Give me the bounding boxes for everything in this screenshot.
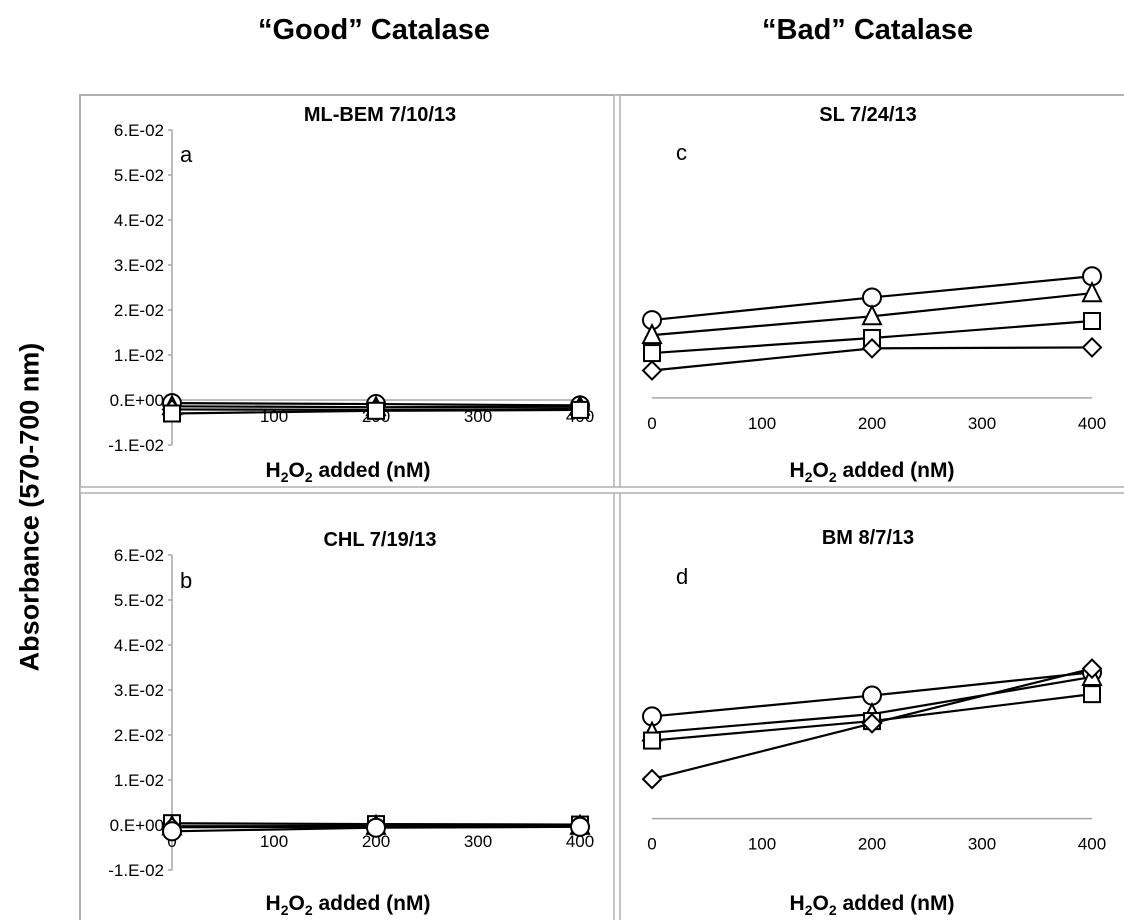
square-marker: [163, 404, 181, 423]
diamond-marker: [641, 360, 663, 381]
circle-marker: [570, 816, 590, 837]
x-axis-label-part: 2: [805, 469, 813, 485]
diamond-marker: [861, 712, 883, 734]
x-tick-label: 300: [968, 414, 996, 433]
square-marker: [643, 731, 661, 750]
panel-letter: b: [180, 568, 192, 593]
x-axis-label-part: 2: [305, 902, 313, 918]
x-tick-label: 400: [1078, 835, 1106, 854]
triangle-marker: [861, 304, 883, 326]
y-tick-label: 1.E-02: [114, 771, 164, 790]
x-axis-label-part: 2: [805, 902, 813, 918]
x-axis-label-part: H: [790, 459, 805, 482]
vertical-divider: [613, 94, 621, 920]
y-tick-label: 0.E+00: [110, 391, 164, 410]
good-catalase-header: “Good” Catalase: [258, 14, 491, 46]
x-tick-label: 0: [647, 835, 656, 854]
circle-marker: [366, 817, 386, 838]
diamond-marker: [641, 768, 663, 790]
y-tick-label: 6.E-02: [114, 121, 164, 140]
x-axis-label: H2O2 added (nM): [266, 459, 431, 485]
x-axis-label-part: H: [790, 892, 805, 915]
x-tick-label: 400: [1078, 414, 1106, 433]
y-tick-label: -1.E-02: [108, 436, 164, 455]
x-axis-label-part: 2: [281, 469, 289, 485]
x-tick-label: 100: [748, 414, 776, 433]
x-tick-label: 200: [362, 832, 390, 851]
y-tick-label: -1.E-02: [108, 861, 164, 880]
x-tick-label: 300: [464, 832, 492, 851]
x-axis-label: H2O2 added (nM): [266, 892, 431, 918]
y-tick-label: 3.E-02: [114, 681, 164, 700]
x-axis-label-part: 2: [829, 902, 837, 918]
x-tick-label: 100: [748, 835, 776, 854]
x-axis-label: H2O2 added (nM): [790, 459, 955, 485]
horizontal-divider: [79, 486, 1124, 494]
x-tick-label: 0: [647, 414, 656, 433]
y-tick-label: 4.E-02: [114, 636, 164, 655]
circle-marker: [862, 287, 882, 308]
x-axis-label-part: O: [289, 892, 305, 915]
x-tick-label: 400: [566, 832, 594, 851]
x-axis-label-part: H: [266, 459, 281, 482]
diamond-marker: [861, 337, 883, 359]
circle-marker: [862, 685, 882, 706]
square-marker: [571, 400, 589, 419]
x-axis-label: H2O2 added (nM): [790, 892, 955, 918]
y-tick-label: 4.E-02: [114, 211, 164, 230]
diamond-marker: [1081, 658, 1103, 680]
x-axis-label-part: 2: [281, 902, 289, 918]
x-axis-label-part: O: [289, 459, 305, 482]
square-marker: [367, 401, 385, 420]
x-axis-label-part: added (nM): [837, 459, 955, 482]
circle-marker: [162, 821, 182, 842]
x-tick-label: 200: [858, 835, 886, 854]
y-tick-label: 5.E-02: [114, 591, 164, 610]
panel-letter: c: [676, 140, 687, 165]
square-marker: [643, 344, 661, 363]
square-marker: [1083, 685, 1101, 704]
y-tick-label: 3.E-02: [114, 256, 164, 275]
x-tick-label: 200: [858, 414, 886, 433]
outer-frame: [79, 94, 1124, 920]
diamond-marker: [1081, 337, 1103, 358]
y-tick-label: 2.E-02: [114, 301, 164, 320]
x-axis-label-part: added (nM): [837, 892, 955, 915]
x-axis-label-part: 2: [829, 469, 837, 485]
panel-title: CHL 7/19/13: [323, 529, 436, 551]
chart-panel-a: ML-BEM 7/10/13 a 6.E-02 5.E-02 4.E-02 3.E-02 2…: [108, 104, 594, 485]
x-axis-label-part: added (nM): [313, 459, 431, 482]
y-tick-label: 0.E+00: [110, 816, 164, 835]
triangle-marker: [1081, 280, 1103, 303]
panel-title: BM 8/7/13: [822, 527, 914, 549]
panel-letter: a: [180, 142, 193, 167]
x-axis-label-part: added (nM): [313, 892, 431, 915]
panel-title: SL 7/24/13: [819, 104, 916, 126]
y-tick-label: 5.E-02: [114, 166, 164, 185]
panel-letter: d: [676, 564, 688, 589]
y-tick-label: 2.E-02: [114, 726, 164, 745]
square-marker: [1083, 312, 1101, 331]
triangle-marker: [641, 322, 663, 345]
x-axis-label-part: H: [266, 892, 281, 915]
x-axis-label-part: O: [813, 892, 829, 915]
x-tick-label: 300: [464, 407, 492, 426]
bad-catalase-header: “Bad” Catalase: [762, 14, 974, 46]
x-tick-label: 100: [260, 832, 288, 851]
x-axis-label-part: O: [813, 459, 829, 482]
x-axis-label-part: 2: [305, 469, 313, 485]
y-tick-label: 1.E-02: [114, 346, 164, 365]
chart-panel-b: CHL 7/19/13 b 6.E-02 5.E-02 4.E-02 3.E-02 2.E-…: [108, 529, 594, 918]
y-tick-label: 6.E-02: [114, 546, 164, 565]
panel-title: ML-BEM 7/10/13: [304, 104, 456, 126]
x-tick-label: 300: [968, 835, 996, 854]
x-tick-label: 0: [167, 832, 176, 851]
